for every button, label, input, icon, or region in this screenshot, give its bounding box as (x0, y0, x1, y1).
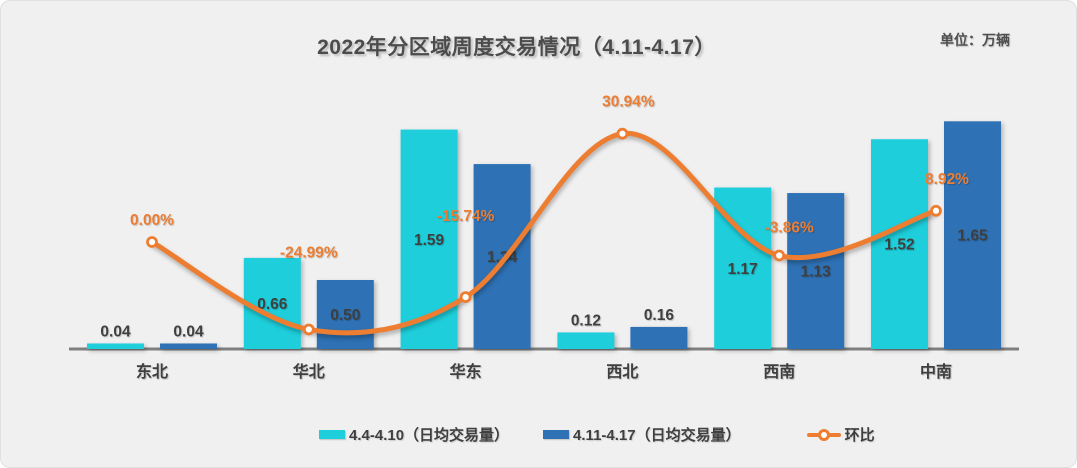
ratio-label-cat3: 30.94% (602, 94, 655, 111)
x-axis-label-cat0: 东北 (136, 362, 168, 381)
bar-series2-cat1 (316, 280, 374, 349)
x-axis-label-cat3: 西北 (606, 363, 638, 381)
x-axis-label-cat5: 中南 (920, 362, 952, 381)
bar-series1-cat0 (87, 343, 144, 349)
bar-series1-cat3 (557, 332, 615, 349)
bar-series2-cat4 (787, 193, 845, 349)
x-axis-label-cat4: 西南 (763, 362, 795, 381)
x-axis-line (69, 347, 1019, 351)
bar-series2-cat3 (630, 326, 688, 349)
bar-value-label-series2-cat3: 0.16 (644, 307, 675, 324)
ratio-label-cat4: -3.86% (765, 220, 814, 237)
legend-line-dot (817, 429, 830, 441)
x-axis-label-cat1: 华北 (293, 362, 325, 381)
bar-series2-cat0 (160, 343, 217, 349)
bar-value-label-series1-cat0: 0.04 (100, 323, 131, 340)
ratio-marker-cat3 (616, 127, 629, 140)
ratio-marker-cat1 (302, 323, 315, 336)
legend-line-marker-icon (806, 428, 841, 441)
legend: 4.4-4.10（日均交易量） 4.11-4.17（日均交易量） 环比 (319, 424, 875, 445)
bar-series2-cat2 (473, 164, 531, 349)
ratio-label-cat1: -24.99% (280, 244, 338, 261)
ratio-label-cat2: -15.74% (437, 208, 495, 225)
ratio-marker-cat4 (773, 249, 786, 262)
bar-value-label-series1-cat1: 0.66 (257, 296, 288, 313)
ratio-marker-cat2 (459, 291, 472, 303)
bar-value-label-series2-cat5: 1.65 (957, 228, 988, 245)
bar-value-label-series2-cat4: 1.13 (801, 264, 832, 281)
bar-value-label-series2-cat0: 0.04 (173, 323, 204, 340)
ratio-label-cat5: 8.92% (925, 171, 969, 188)
legend-label-ratio: 环比 (844, 427, 875, 444)
ratio-marker-cat5 (930, 204, 942, 217)
bar-value-label-series1-cat5: 1.52 (884, 237, 914, 254)
bar-series1-cat2 (400, 129, 458, 349)
legend-label-week1: 4.4-4.10（日均交易量） (349, 427, 510, 444)
ratio-line (149, 131, 939, 336)
page-title: 2022年分区域周度交易情况（4.11-4.17） (317, 36, 716, 59)
ratio-marker-cat0 (146, 236, 158, 248)
legend-item-ratio: 环比 (806, 424, 875, 445)
legend-swatch-week2-bar (543, 430, 570, 439)
bar-value-label-series2-cat1: 0.50 (330, 307, 360, 324)
x-axis-label-cat2: 华东 (450, 362, 482, 381)
bar-value-label-series1-cat3: 0.12 (571, 312, 601, 329)
bar-value-label-series1-cat2: 1.59 (414, 232, 445, 249)
ratio-label-cat0: 0.00% (130, 212, 174, 229)
bar-series1-cat1 (243, 257, 301, 349)
legend-item-week1: 4.4-4.10（日均交易量） (319, 424, 509, 445)
bar-series1-cat5 (871, 139, 928, 349)
legend-label-week2: 4.11-4.17（日均交易量） (573, 427, 741, 444)
unit-label: 单位：万辆 (940, 32, 1010, 48)
bar-value-label-series1-cat4: 1.17 (728, 261, 758, 278)
bar-series2-cat5 (944, 121, 1001, 349)
legend-item-week2: 4.11-4.17（日均交易量） (543, 424, 741, 445)
legend-swatch-week1-bar (319, 430, 345, 439)
